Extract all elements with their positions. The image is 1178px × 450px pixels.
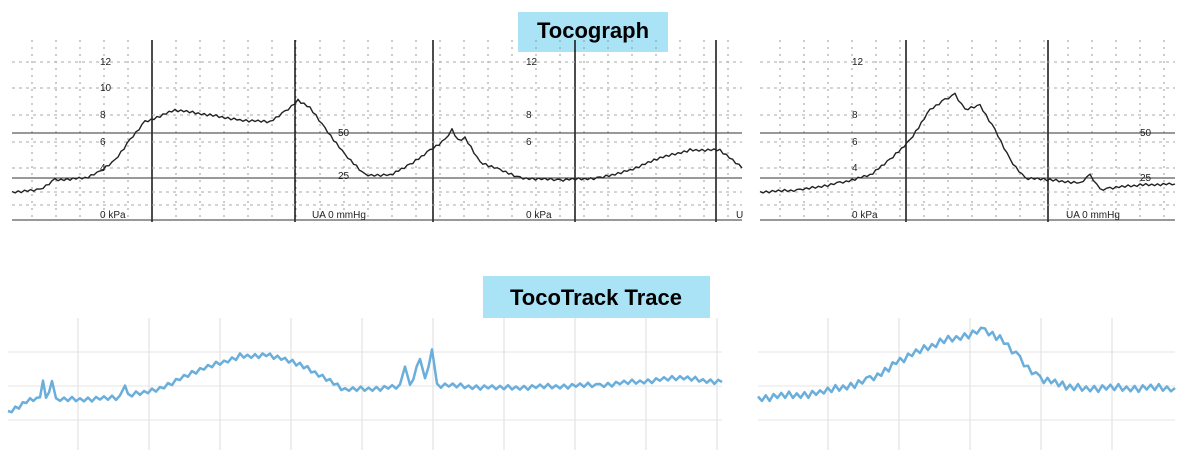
tocotrack-label: TocoTrack Trace (510, 285, 682, 310)
scale-label: 4 (100, 163, 106, 174)
scale-label: 6 (100, 137, 106, 148)
scale-label: 25 (338, 171, 350, 182)
tocograph-label: Tocograph (537, 18, 649, 43)
scale-label: 25 (1140, 173, 1152, 184)
unit-label: UA 0 mmHg (312, 210, 366, 221)
scale-label: 0 kPa (852, 210, 878, 221)
scale-label: 0 kPa (526, 210, 552, 221)
grids (8, 40, 1175, 450)
scale-label: 0 kPa (100, 210, 126, 221)
unit-label: UA 0 mmHg (1066, 210, 1120, 221)
figure: Tocograph TocoTrack Trace 12 10 8 6 4 0 kPa UA… (0, 0, 1178, 450)
scale-label: 10 (100, 83, 112, 94)
scale-label: 4 (852, 163, 858, 174)
scale-label: 8 (100, 110, 106, 121)
tocotrack-trace (8, 349, 722, 412)
scale-label: 6 (852, 137, 858, 148)
scale-label: 12 (526, 57, 538, 68)
scale-label: 8 (526, 110, 532, 121)
scale-label: 8 (852, 110, 858, 121)
unit-label: U (736, 210, 743, 221)
scale-label: 12 (852, 57, 864, 68)
scale-label: 6 (526, 137, 532, 148)
traces (8, 93, 1175, 412)
scale-label: 50 (1140, 128, 1152, 139)
scale-label: 12 (100, 57, 112, 68)
scale-labels: 12 10 8 6 4 0 kPa UA 0 mmHg 50 25 12 8 6 0 kPa U 12 8 6 4… (100, 57, 1152, 221)
scale-label: 50 (338, 128, 350, 139)
